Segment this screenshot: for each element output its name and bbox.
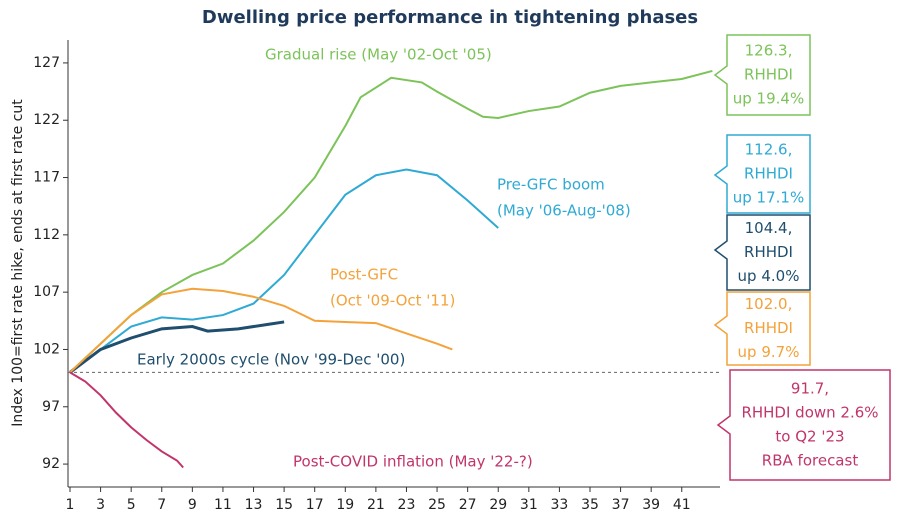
x-tick-label: 9 — [188, 497, 197, 513]
callout-box — [713, 34, 811, 116]
x-tick-label: 29 — [489, 497, 507, 513]
series-label: (May '06-Aug-'08) — [497, 202, 631, 220]
callout-text: up 17.1% — [733, 189, 804, 207]
y-tick-label: 97 — [42, 399, 60, 415]
x-tick-label: 3 — [96, 497, 105, 513]
callout-text: RHHDI down 2.6% — [741, 404, 878, 422]
line-series — [69, 287, 453, 374]
callout-text: up 4.0% — [738, 267, 800, 285]
y-axis-label: Index 100=first rate hike, ends at first… — [10, 99, 26, 427]
series-label: Early 2000s cycle (Nov '99-Dec '00) — [137, 351, 405, 369]
series-label: (Oct '09-Oct '11) — [330, 292, 455, 310]
x-tick-label: 5 — [127, 497, 136, 513]
x-tick-label: 39 — [642, 497, 660, 513]
callout-text: to Q2 '23 — [775, 428, 844, 446]
x-tick-label: 27 — [459, 497, 477, 513]
series-label: Pre-GFC boom — [497, 176, 605, 194]
callout-box — [716, 369, 891, 481]
callout-text: 104.4, — [745, 219, 793, 237]
x-tick-label: 31 — [520, 497, 538, 513]
x-tick-label: 23 — [398, 497, 416, 513]
x-tick-label: 1 — [66, 497, 75, 513]
y-tick-label: 92 — [42, 456, 60, 472]
y-tick-label: 107 — [33, 284, 60, 300]
callout-text: 112.6, — [745, 141, 793, 159]
callout-box — [713, 134, 811, 214]
x-tick-label: 21 — [367, 497, 385, 513]
x-tick-label: 15 — [275, 497, 293, 513]
x-tick-label: 11 — [214, 497, 232, 513]
x-tick-label: 35 — [581, 497, 599, 513]
x-tick-label: 13 — [245, 497, 263, 513]
callout-text: RHHDI — [744, 66, 793, 84]
y-tick-label: 112 — [33, 227, 60, 243]
callout-box — [713, 214, 811, 291]
y-tick-label: 122 — [33, 112, 60, 128]
x-tick-label: 33 — [550, 497, 568, 513]
y-tick-label: 102 — [33, 341, 60, 357]
callout-text: up 19.4% — [733, 90, 804, 108]
x-tick-label: 25 — [428, 497, 446, 513]
callout-text: RBA forecast — [762, 452, 859, 470]
callout-text: RHHDI — [744, 319, 793, 337]
callout-box — [713, 291, 811, 366]
callout-text: 126.3, — [745, 42, 793, 60]
x-tick-label: 19 — [336, 497, 354, 513]
series-label: Post-COVID inflation (May '22-?) — [293, 453, 533, 471]
y-tick-label: 127 — [33, 55, 60, 71]
x-tick-label: 41 — [673, 497, 691, 513]
line-series — [69, 69, 713, 374]
series-label: Gradual rise (May '02-Oct '05) — [265, 46, 492, 64]
x-tick-label: 17 — [306, 497, 324, 513]
callout-text: 91.7, — [791, 380, 829, 398]
series-label: Post-GFC — [330, 266, 398, 284]
callout-text: RHHDI — [744, 243, 793, 261]
line-series — [69, 168, 499, 374]
line-series — [69, 371, 184, 469]
callout-text: up 9.7% — [738, 343, 800, 361]
y-tick-label: 117 — [33, 170, 60, 186]
x-tick-label: 37 — [612, 497, 630, 513]
line-series — [69, 320, 285, 374]
x-tick-label: 7 — [157, 497, 166, 513]
callout-text: 102.0, — [745, 295, 793, 313]
chart-title: Dwelling price performance in tightening… — [202, 7, 698, 28]
callout-text: RHHDI — [744, 165, 793, 183]
